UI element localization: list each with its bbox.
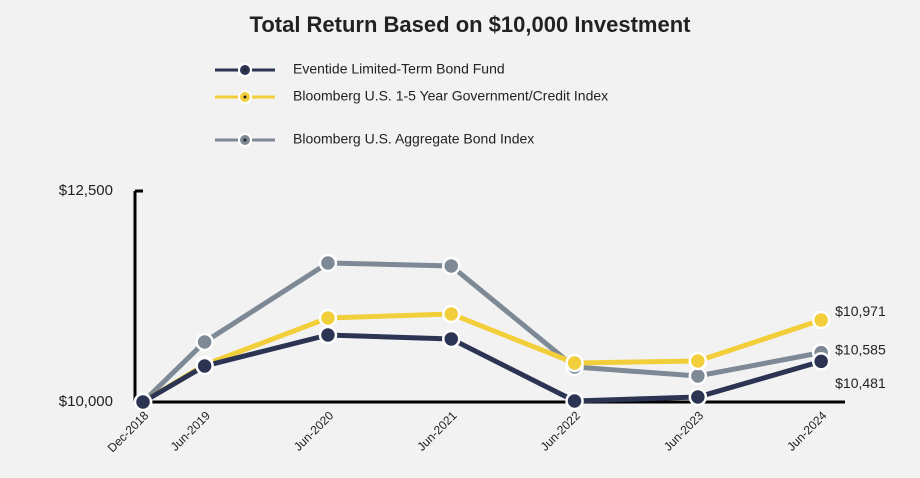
legend-label: Bloomberg U.S. Aggregate Bond Index <box>293 131 534 147</box>
point <box>442 256 461 276</box>
value-label: $10,971 <box>835 303 886 319</box>
y-tick-label: $12,500 <box>59 182 113 199</box>
point <box>565 353 584 373</box>
value-label: $10,585 <box>835 341 886 357</box>
point <box>195 356 214 376</box>
point <box>318 253 338 273</box>
point <box>688 366 708 386</box>
point <box>195 332 214 352</box>
point <box>565 391 584 411</box>
y-tick-label: $10,000 <box>59 393 113 410</box>
point <box>688 351 708 371</box>
point <box>811 352 831 371</box>
point <box>318 308 338 328</box>
legend-label: Eventide Limited-Term Bond Fund <box>293 61 505 77</box>
point <box>688 387 708 407</box>
point <box>811 310 831 330</box>
chart-title: Total Return Based on $10,000 Investment <box>250 12 692 37</box>
value-label: $10,481 <box>835 375 886 391</box>
point <box>442 329 461 349</box>
legend-dot <box>243 138 247 142</box>
point <box>442 304 461 324</box>
legend-dot <box>243 68 247 72</box>
point <box>133 392 153 412</box>
legend-dot <box>243 95 247 99</box>
legend-label: Bloomberg U.S. 1-5 Year Government/Credi… <box>293 88 608 104</box>
point <box>318 325 338 345</box>
